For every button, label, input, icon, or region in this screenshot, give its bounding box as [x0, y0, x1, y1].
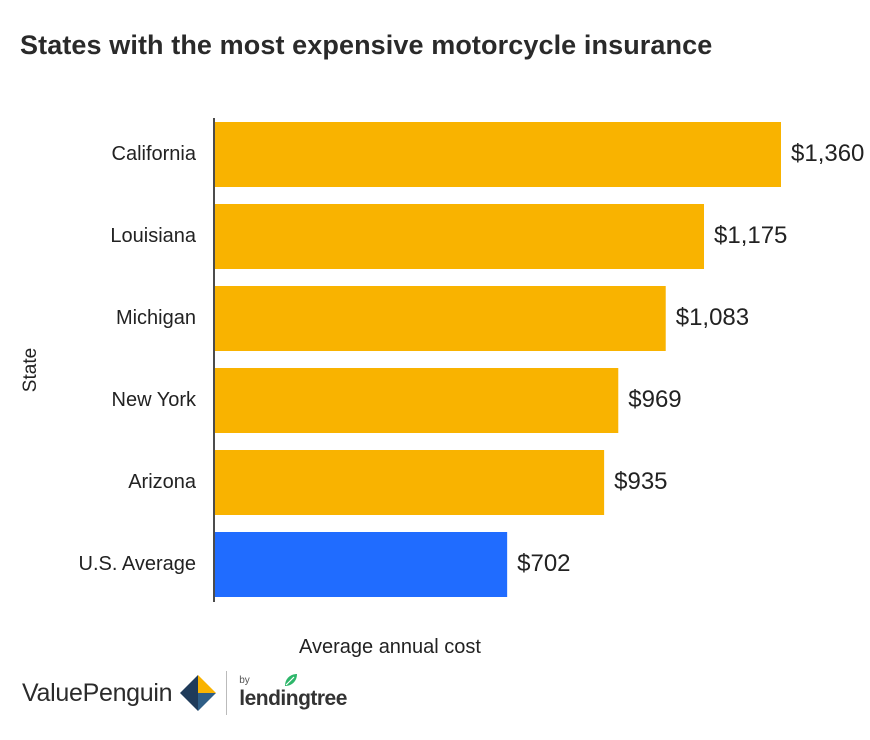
bar-michigan: [215, 286, 666, 351]
footer-branding: ValuePenguin by lendingtree: [22, 668, 347, 718]
value-label: $969: [628, 386, 681, 413]
valuepenguin-logo-text: ValuePenguin: [22, 678, 173, 707]
bar-california: [215, 122, 781, 187]
chart-title: States with the most expensive motorcycl…: [20, 30, 713, 60]
footer-divider: [226, 671, 228, 715]
category-label: California: [112, 143, 197, 165]
category-label: New York: [112, 389, 197, 411]
valuepenguin-logo-icon: [180, 675, 217, 711]
value-label: $702: [517, 550, 570, 577]
value-label: $1,083: [676, 304, 749, 331]
x-axis-title: Average annual cost: [299, 636, 481, 658]
lendingtree-logo-text: lendingtree: [239, 687, 347, 710]
bar-new-york: [215, 368, 619, 433]
value-label: $1,360: [791, 140, 864, 167]
lendingtree-by-text: by: [239, 675, 250, 686]
bar-chart: California Louisiana Michigan New York Arizo…: [20, 118, 864, 658]
category-label: Louisiana: [110, 225, 197, 247]
bars-layer: [215, 122, 781, 597]
category-label: Arizona: [128, 471, 197, 493]
value-labels: $1,360 $1,175 $1,083 $969 $935 $702: [517, 140, 864, 577]
category-label: Michigan: [116, 307, 196, 329]
lendingtree-logo: by lendingtree: [239, 670, 347, 716]
bar-louisiana: [215, 204, 705, 269]
y-axis-title: State: [20, 348, 41, 392]
leaf-icon: [285, 674, 298, 686]
value-label: $935: [614, 468, 667, 495]
bar-u-s-average: [215, 532, 508, 597]
category-labels: California Louisiana Michigan New York Arizo…: [79, 143, 197, 575]
category-label: U.S. Average: [79, 553, 196, 575]
value-label: $1,175: [714, 222, 787, 249]
bar-arizona: [215, 450, 605, 515]
